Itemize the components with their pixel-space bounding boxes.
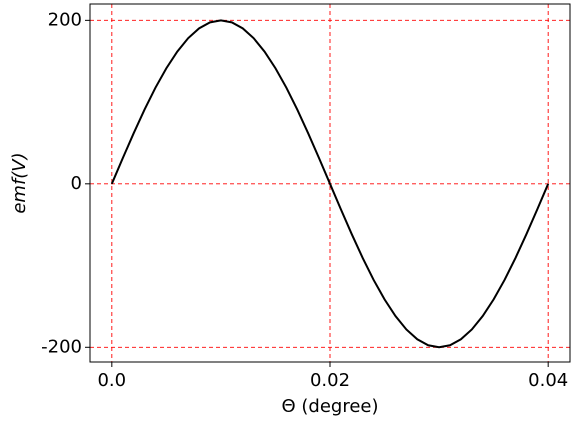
y-axis-label: emf(V) [9,152,30,213]
x-axis-label: Θ (degree) [281,396,378,417]
y-tick-label: -200 [41,336,82,357]
x-tick-label: 0.0 [97,370,126,391]
x-tick-label: 0.02 [310,370,350,391]
y-tick-label: 0 [71,173,82,194]
plot-frame [89,3,571,363]
y-tick-label: 200 [48,9,82,30]
line-series [110,19,550,349]
x-tick-label: 0.04 [528,370,568,391]
